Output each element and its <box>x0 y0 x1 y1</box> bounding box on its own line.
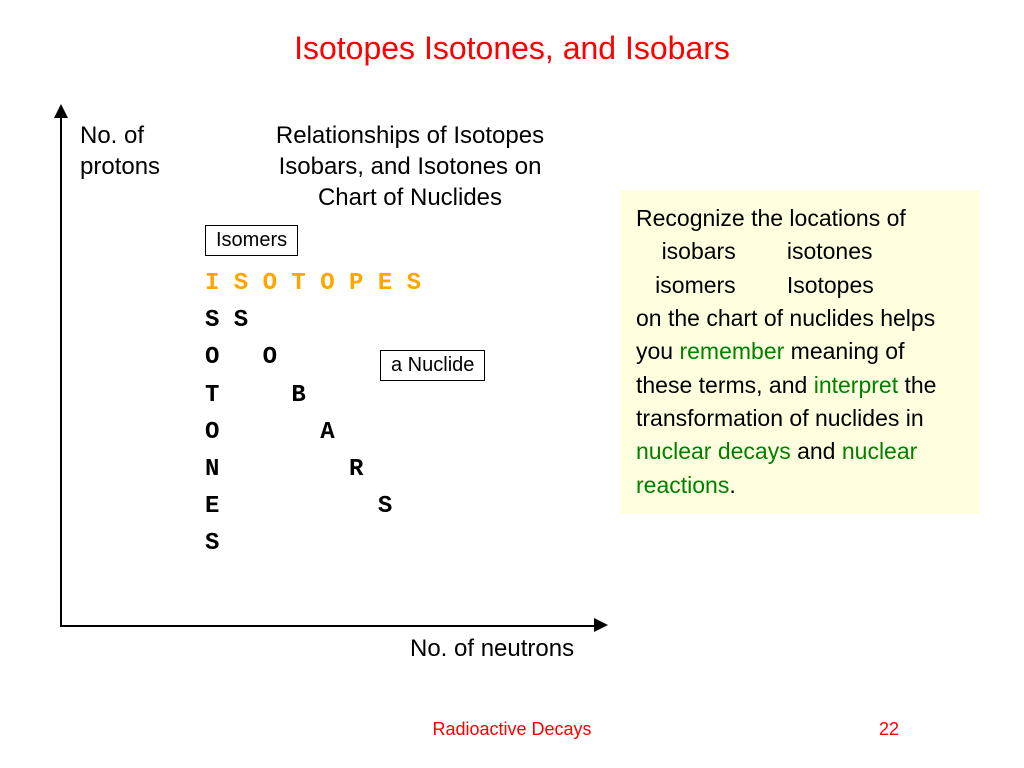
y-axis <box>60 110 62 625</box>
panel-text: . <box>729 472 735 498</box>
letter-grid: I S O T O P E S S S O O T B O A N R E S … <box>205 265 421 563</box>
grid-row: T B <box>205 382 306 409</box>
y-axis-arrow-icon <box>54 104 68 118</box>
y-axis-label: No. of protons <box>80 120 160 182</box>
isomers-box: Isomers <box>205 225 298 256</box>
footer-label: Radioactive Decays <box>0 719 1024 740</box>
isotopes-row: I S O T O P E S <box>205 270 421 297</box>
chart-area: No. of protons Relationships of Isotopes… <box>60 110 600 630</box>
panel-text: Recognize the locations of <box>636 205 906 231</box>
x-axis <box>60 625 600 627</box>
x-axis-arrow-icon <box>594 618 608 632</box>
info-panel: Recognize the locations of isobars isoto… <box>620 190 980 514</box>
page-title: Isotopes Isotones, and Isobars <box>0 30 1024 67</box>
panel-highlight: nuclear decays <box>636 438 791 464</box>
x-axis-label: No. of neutrons <box>410 635 574 663</box>
panel-text: Isotopes <box>787 272 874 298</box>
panel-text: isomers <box>655 272 736 298</box>
grid-row: O O <box>205 344 277 371</box>
grid-row: E S <box>205 493 392 520</box>
panel-text: and <box>791 438 842 464</box>
nuclide-box: a Nuclide <box>380 350 485 381</box>
grid-row: S S <box>205 307 248 334</box>
grid-row: O A <box>205 419 335 446</box>
panel-highlight: remember <box>679 338 784 364</box>
panel-text: isobars <box>662 238 736 264</box>
panel-text: isotones <box>787 238 873 264</box>
footer-page: 22 <box>879 719 899 740</box>
grid-row: N R <box>205 456 363 483</box>
chart-subtitle: Relationships of Isotopes Isobars, and I… <box>240 120 580 214</box>
panel-highlight: interpret <box>814 372 898 398</box>
grid-row: S <box>205 530 219 557</box>
